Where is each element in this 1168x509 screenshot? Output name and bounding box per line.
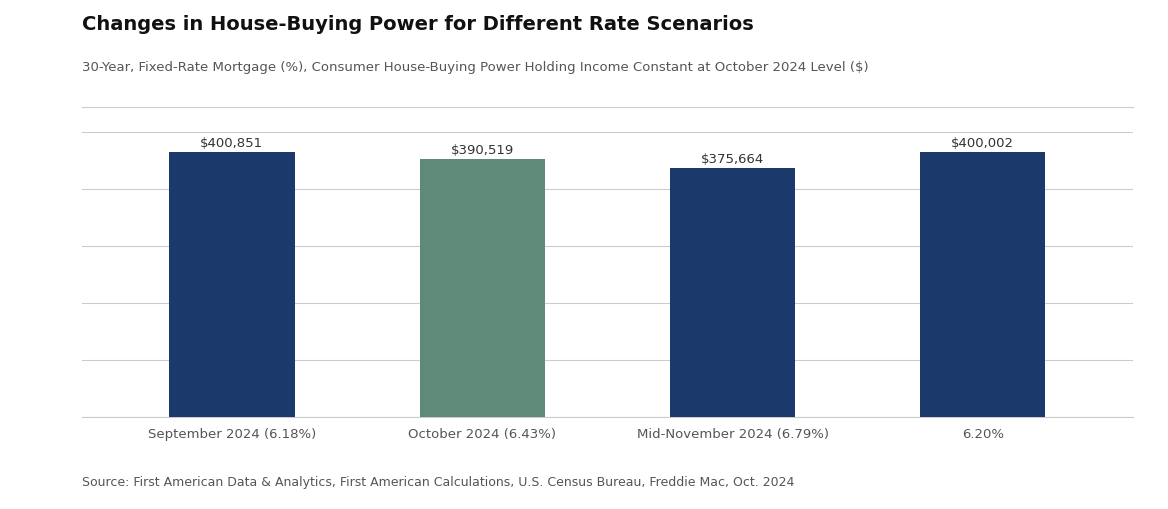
Text: 30-Year, Fixed-Rate Mortgage (%), Consumer House-Buying Power Holding Income Con: 30-Year, Fixed-Rate Mortgage (%), Consum…: [82, 61, 868, 74]
Text: Changes in House-Buying Power for Different Rate Scenarios: Changes in House-Buying Power for Differ…: [82, 15, 753, 34]
Bar: [169, 152, 294, 417]
Text: $400,851: $400,851: [201, 137, 264, 150]
Text: $390,519: $390,519: [451, 144, 514, 157]
Bar: [670, 168, 795, 417]
Bar: [920, 152, 1045, 417]
Text: Source: First American Data & Analytics, First American Calculations, U.S. Censu: Source: First American Data & Analytics,…: [82, 475, 794, 489]
Bar: [419, 158, 544, 417]
Text: $400,002: $400,002: [951, 137, 1014, 150]
Text: $375,664: $375,664: [701, 153, 764, 166]
